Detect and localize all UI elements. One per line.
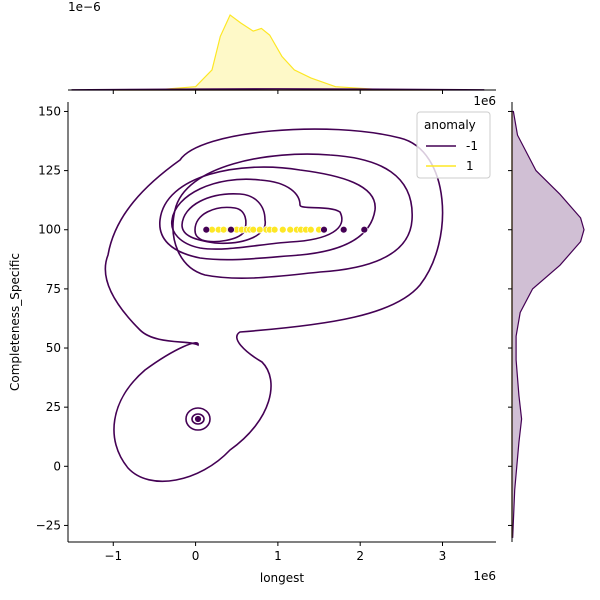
x-tick-label: −1 [104,549,122,563]
y-tick-label: −25 [36,518,61,532]
point-anomaly-pos1 [279,226,287,234]
marginal-right-kde-neg1 [511,110,585,538]
kde-contour-outer [104,128,444,482]
marginal-right-fills [511,110,585,538]
point-anomaly-neg1 [360,226,368,234]
x-tick-label: 2 [356,549,364,563]
kde-contour-4 [171,178,343,250]
x-axis-ticks: −1 0 1 2 3 [104,542,446,563]
x-exponent-label: 1e6 [473,569,496,583]
y-tick-label: 125 [38,164,61,178]
legend-label-pos1: 1 [466,159,474,173]
x-tick-label: 0 [192,549,200,563]
kde-contour-3 [159,166,376,261]
x-tick-label: 1 [274,549,282,563]
legend-box [416,111,491,179]
y-tick-label: 0 [53,459,61,473]
x-axis-label: longest [260,571,305,585]
marginal-top-fills [71,14,485,91]
point-anomaly-pos1 [307,226,315,234]
point-anomaly-pos1 [270,226,279,234]
y-tick-label: 100 [38,223,61,237]
point-anomaly-pos1 [256,226,264,234]
y-axis-label: Completeness_Specific [8,253,22,391]
marginal-top-exponent-label: 1e−6 [68,0,101,14]
point-anomaly-neg1 [194,415,202,423]
main-plot-panel: −1 0 1 2 3 −25 0 25 50 75 100 125 150 longest Compl… [8,94,496,585]
kde-contour-small-outer [185,407,211,431]
point-anomaly-pos1 [286,226,294,234]
y-axis-ticks: −25 0 25 50 75 100 125 150 [36,104,68,532]
marginal-top-ticks [112,90,443,94]
y-tick-label: 50 [46,341,61,355]
point-anomaly-neg1 [227,226,235,234]
y-tick-label: 150 [38,104,61,118]
kde-contour-2 [172,153,413,280]
marginal-right-ticks [508,110,512,526]
kde-contour-small-inner [191,413,205,425]
marginal-right-panel [508,102,585,542]
marginal-top-panel: 1e−6 [68,0,496,94]
scatter-points [194,226,368,423]
point-anomaly-neg1 [202,226,211,234]
y-tick-label: 75 [46,282,61,296]
point-anomaly-pos1 [219,226,228,234]
legend-title: anomaly [424,118,476,132]
legend: anomaly -1 1 [416,111,491,179]
legend-label-neg1: -1 [466,139,478,153]
marginal-top-kde-pos1 [113,14,443,91]
kde-contours [104,128,444,482]
point-anomaly-neg1 [340,226,348,234]
y-tick-label: 25 [46,400,61,414]
point-anomaly-pos1 [249,226,257,234]
x-tick-label: 3 [439,549,447,563]
point-anomaly-neg1 [320,226,328,234]
right-exponent-label: 1e6 [473,94,496,108]
